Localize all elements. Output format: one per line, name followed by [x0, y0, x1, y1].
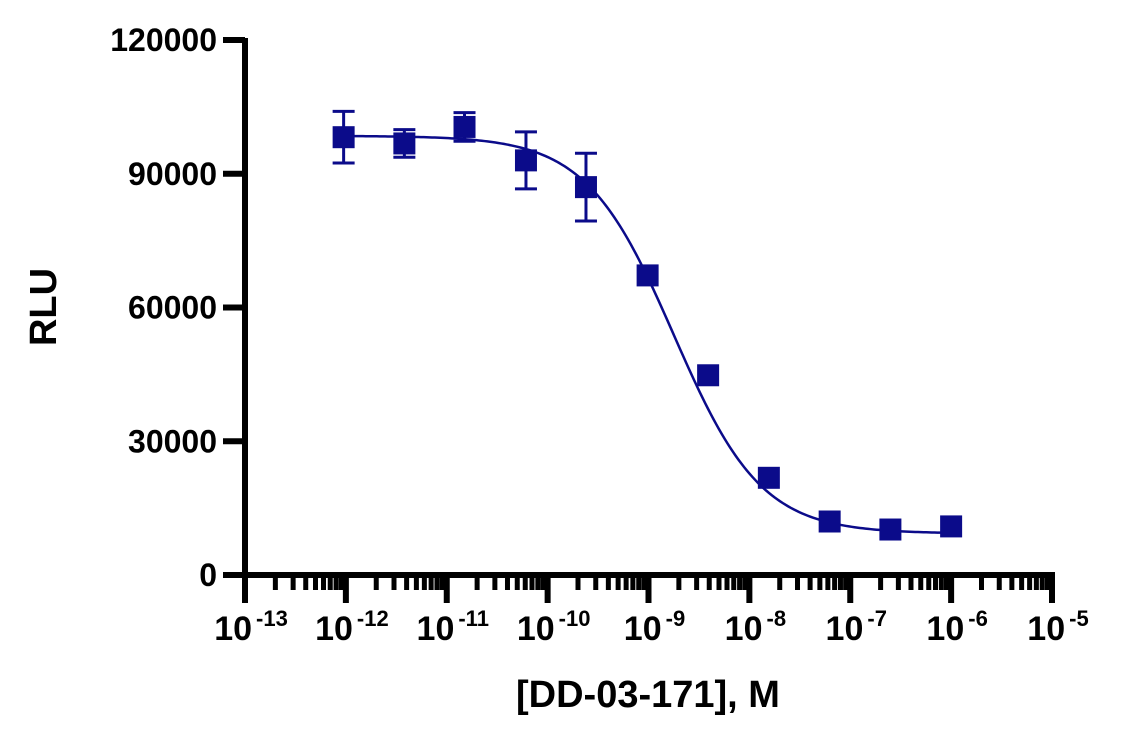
x-tick-label: 10 -10 [517, 606, 591, 648]
data-point [697, 364, 720, 387]
data-point [332, 109, 355, 165]
x-tick-label: 10 -5 [1027, 606, 1088, 648]
x-tick-label: 10 -12 [315, 606, 389, 648]
point-marker [332, 126, 355, 149]
fit-curve-layer [343, 134, 952, 535]
point-marker [940, 515, 963, 538]
y-tick-label: 90000 [128, 156, 217, 192]
point-marker [757, 466, 780, 489]
x-axis: 10 -13 10 -12 10 -11 10 -10 10 -9 10 -8 10 -7 10 -6 10 -5 [214, 572, 1089, 648]
y-tick-label: 30000 [128, 423, 217, 459]
point-marker [879, 518, 902, 541]
y-tick-label: 0 [199, 557, 217, 593]
data-point [940, 515, 963, 538]
point-marker [514, 149, 537, 172]
x-tick-label: 10 -7 [826, 606, 887, 648]
point-marker [453, 115, 476, 138]
x-axis-label: [DD-03-171], M [516, 674, 780, 716]
y-tick-label: 60000 [128, 290, 217, 326]
data-point [574, 151, 597, 223]
data-point [514, 130, 537, 191]
data-point [636, 264, 659, 287]
x-tick-label: 10 -9 [624, 606, 685, 648]
x-tick-label: 10 -11 [417, 606, 489, 648]
y-axis-label: RLU [23, 268, 65, 346]
point-marker [636, 264, 659, 287]
point-marker [574, 176, 597, 199]
y-tick-label: 120000 [110, 22, 217, 58]
data-point [879, 518, 902, 541]
data-point [818, 510, 841, 533]
data-point [757, 466, 780, 489]
point-marker [393, 132, 416, 155]
y-axis: 0 30000 60000 90000 120000 [110, 22, 248, 593]
data-point [453, 111, 476, 143]
x-tick-label: 10 -8 [725, 606, 786, 648]
data-point [393, 128, 416, 159]
x-tick-label: 10 -6 [926, 606, 987, 648]
x-tick-label: 10 -13 [214, 606, 288, 648]
data-points-layer [332, 109, 963, 541]
point-marker [818, 510, 841, 533]
fit-curve [343, 134, 952, 535]
point-marker [697, 364, 720, 387]
